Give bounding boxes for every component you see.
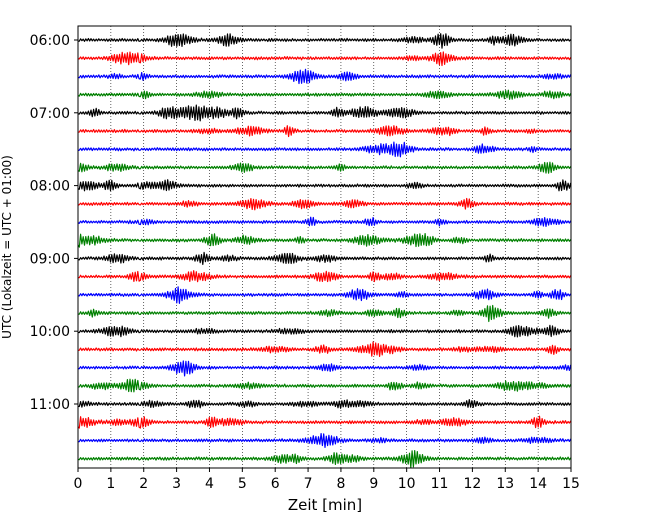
x-tick-label: 8: [336, 476, 345, 492]
x-tick-label: 5: [238, 476, 247, 492]
y-axis-ticks: 06:00 07:00 08:00 09:00 10:00 11:00: [30, 33, 78, 413]
trace-line: [77, 104, 572, 122]
trace-line: [77, 179, 572, 192]
trace-line: [78, 51, 572, 67]
trace-line: [77, 432, 572, 449]
x-axis-label: Zeit [min]: [288, 496, 362, 514]
y-tick-label: 06:00: [30, 33, 70, 49]
trace-line: [77, 450, 572, 469]
x-tick-label: 2: [139, 476, 148, 492]
x-tick-label: 14: [529, 476, 547, 492]
trace-line: [77, 399, 572, 409]
trace-line: [77, 341, 572, 358]
trace-line: [77, 89, 572, 100]
trace-line: [77, 161, 572, 174]
y-tick-label: 07:00: [30, 106, 70, 122]
seismogram-traces: [77, 33, 572, 469]
trace-line: [77, 141, 572, 158]
x-tick-label: 4: [205, 476, 214, 492]
trace-line: [77, 68, 572, 85]
x-tick-label: 12: [463, 476, 481, 492]
x-tick-label: 3: [172, 476, 181, 492]
x-tick-label: 0: [74, 476, 83, 492]
x-tick-label: 11: [431, 476, 449, 492]
trace-line: [77, 251, 572, 266]
trace-line: [77, 286, 572, 304]
x-tick-label: 1: [106, 476, 115, 492]
x-tick-label: 7: [304, 476, 313, 492]
trace-line: [77, 232, 572, 248]
trace-line: [77, 378, 572, 393]
y-tick-label: 09:00: [30, 251, 70, 267]
trace-line: [77, 197, 572, 211]
x-axis-ticks: 0 1 2 3 4 5 6 7 8 9 10 11 12 13 14 15: [74, 468, 580, 492]
trace-line: [77, 270, 572, 283]
trace-line: [77, 324, 572, 338]
trace-line: [77, 125, 572, 138]
y-tick-label: 10:00: [30, 324, 70, 340]
x-tick-label: 9: [369, 476, 378, 492]
trace-line: [77, 304, 572, 323]
x-tick-label: 10: [398, 476, 416, 492]
trace-line: [77, 33, 572, 49]
y-axis-label: UTC (Lokalzeit = UTC + 01:00): [0, 155, 14, 339]
x-tick-label: 15: [562, 476, 580, 492]
trace-line: [77, 360, 572, 377]
y-tick-label: 08:00: [30, 179, 70, 195]
x-tick-label: 13: [496, 476, 514, 492]
plot-frame: [77, 25, 572, 469]
trace-line: [77, 415, 572, 429]
y-tick-label: 11:00: [30, 397, 70, 413]
x-tick-label: 6: [271, 476, 280, 492]
trace-line: [77, 216, 572, 227]
